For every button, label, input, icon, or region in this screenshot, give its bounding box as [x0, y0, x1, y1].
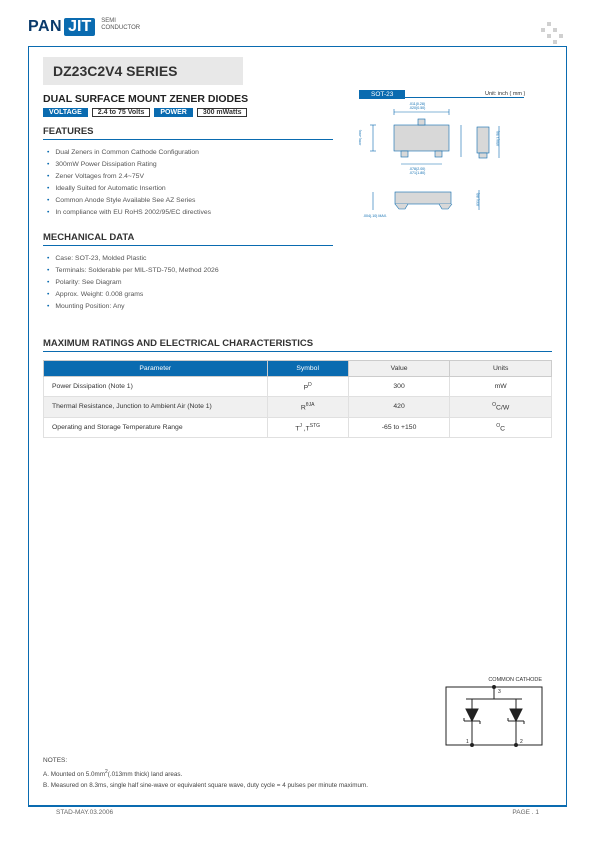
svg-text:.050(1.50): .050(1.50)	[496, 131, 500, 147]
table-header-row: Parameter Symbol Value Units	[44, 361, 552, 377]
mech-item: Polarity: See Diagram	[47, 276, 552, 288]
page-footer: STAD-MAY.03.2006 PAGE . 1	[28, 806, 567, 816]
package-diagram: .020(0.50) .011(0.28) .096(.260) .078(2.…	[359, 100, 529, 245]
col-parameter: Parameter	[44, 361, 268, 377]
col-units: Units	[450, 361, 552, 377]
mechanical-heading: MECHANICAL DATA	[43, 232, 333, 246]
cell-value: 300	[348, 377, 450, 397]
table-row: Thermal Resistance, Junction to Ambient …	[44, 397, 552, 417]
cell-param: Thermal Resistance, Junction to Ambient …	[44, 397, 268, 417]
cell-units: mW	[450, 377, 552, 397]
footer-date: STAD-MAY.03.2006	[56, 809, 113, 816]
table-row: Operating and Storage Temperature Range …	[44, 417, 552, 437]
content-frame: DZ23C2V4 SERIES DUAL SURFACE MOUNT ZENER…	[28, 46, 567, 806]
cell-param: Power Dissipation (Note 1)	[44, 377, 268, 397]
notes-block: NOTES: A. Mounted on 5.0mm2(.013mm thick…	[43, 755, 552, 791]
ratings-heading: MAXIMUM RATINGS AND ELECTRICAL CHARACTER…	[43, 338, 552, 352]
features-heading: FEATURES	[43, 126, 333, 140]
svg-text:.004(.10) MAX.: .004(.10) MAX.	[363, 214, 387, 218]
svg-text:3: 3	[498, 689, 501, 695]
cell-units: OC	[450, 417, 552, 437]
cell-units: OC/W	[450, 397, 552, 417]
svg-text:.020(0.50): .020(0.50)	[409, 106, 425, 110]
logo-text-left: PAN	[28, 18, 62, 36]
mechanical-list: Case: SOT-23, Molded Plastic Terminals: …	[43, 252, 552, 312]
mech-item: Mounting Position: Any	[47, 300, 552, 312]
svg-text:.096(.260): .096(.260)	[359, 130, 362, 146]
notes-title: NOTES:	[43, 755, 552, 766]
col-value: Value	[348, 361, 450, 377]
logo-sub2: CONDUCTOR	[101, 25, 140, 32]
ratings-table: Parameter Symbol Value Units Power Dissi…	[43, 360, 552, 438]
col-symbol: Symbol	[267, 361, 348, 377]
logo-text-right: JIT	[64, 18, 95, 36]
mech-item: Case: SOT-23, Molded Plastic	[47, 252, 552, 264]
corner-decoration	[535, 22, 565, 47]
cell-symbol: TJ ,TSTG	[267, 417, 348, 437]
svg-text:.011(0.28): .011(0.28)	[409, 102, 425, 106]
svg-text:.071(1.80): .071(1.80)	[409, 171, 425, 175]
power-label: POWER	[154, 108, 192, 117]
note-a: A. Mounted on 5.0mm2(.013mm thick) land …	[43, 767, 552, 780]
cell-param: Operating and Storage Temperature Range	[44, 417, 268, 437]
part-title: DZ23C2V4 SERIES	[43, 57, 243, 85]
mech-item: Terminals: Solderable per MIL-STD-750, M…	[47, 264, 552, 276]
table-row: Power Dissipation (Note 1) PD 300 mW	[44, 377, 552, 397]
circuit-diagram: 3 1 2	[444, 685, 544, 747]
footer-page: PAGE . 1	[512, 809, 539, 816]
cell-value: 420	[348, 397, 450, 417]
voltage-value: 2.4 to 75 Volts	[92, 108, 151, 117]
svg-text:.031(.80): .031(.80)	[476, 193, 480, 207]
brand-logo: PAN JIT SEMI CONDUCTOR	[28, 18, 567, 36]
note-b: B. Measured on 8.3ms, single half sine-w…	[43, 780, 552, 791]
cell-symbol: PD	[267, 377, 348, 397]
logo-sub1: SEMI	[101, 18, 140, 25]
unit-divider	[359, 97, 524, 98]
cell-symbol: RθJA	[267, 397, 348, 417]
svg-text:2: 2	[520, 739, 523, 745]
svg-text:1: 1	[466, 739, 469, 745]
power-value: 300 mWatts	[197, 108, 248, 117]
circuit-label: COMMON CATHODE	[444, 677, 544, 683]
circuit-diagram-block: COMMON CATHODE	[444, 677, 544, 747]
voltage-label: VOLTAGE	[43, 108, 88, 117]
cell-value: -65 to +150	[348, 417, 450, 437]
mech-item: Approx. Weight: 0.008 grams	[47, 288, 552, 300]
